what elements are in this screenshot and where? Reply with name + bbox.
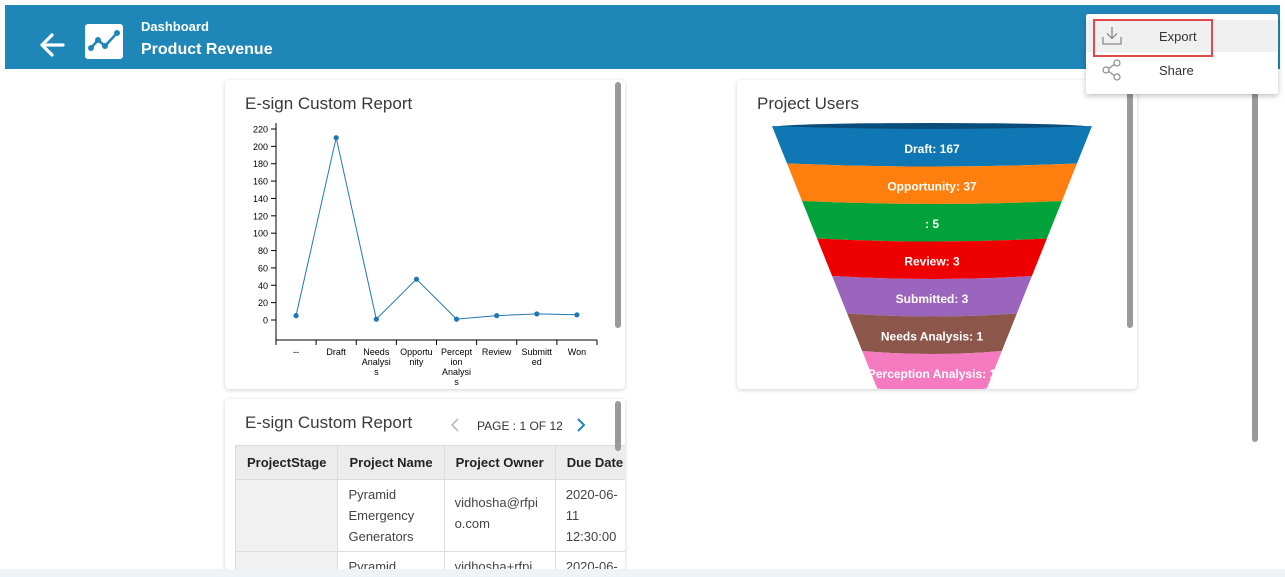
- x-tick-label: Analysi: [362, 357, 391, 367]
- y-tick-label: 120: [253, 211, 268, 221]
- share-label: Share: [1159, 63, 1194, 78]
- pager-label: PAGE : 1 OF 12: [477, 419, 563, 433]
- share-menu-item[interactable]: Share: [1086, 54, 1278, 86]
- data-point: [373, 316, 379, 322]
- y-tick-label: 60: [258, 263, 268, 273]
- export-menu-item[interactable]: Export: [1086, 20, 1278, 52]
- pager-next-icon[interactable]: [575, 416, 587, 434]
- funnel-segment-label: Review: 3: [904, 254, 960, 268]
- x-tick-label: Percept: [441, 347, 473, 357]
- funnel-card-scrollbar[interactable]: [1127, 82, 1133, 328]
- report-table: ProjectStage Project Name Project Owner …: [234, 445, 625, 569]
- x-tick-label: Analysi: [442, 367, 471, 377]
- funnel-segment-label: Draft: 167: [904, 142, 960, 156]
- column-header-project-owner[interactable]: Project Owner: [443, 445, 556, 480]
- funnel-segment: [847, 313, 1017, 354]
- funnel-segment-label: Submitted: 3: [896, 292, 969, 306]
- export-share-menu: Export Share: [1086, 14, 1278, 94]
- line-chart-title: E-sign Custom Report: [245, 94, 413, 113]
- y-tick-label: 220: [253, 125, 268, 135]
- cell-project-stage: [234, 479, 339, 552]
- line-chart-logo-icon: [85, 24, 123, 59]
- share-icon: [1102, 59, 1121, 81]
- export-label: Export: [1159, 29, 1197, 44]
- column-header-due-date[interactable]: Due Date: [554, 445, 625, 480]
- data-point: [453, 316, 460, 322]
- app-header: Dashboard Product Revenue: [5, 5, 1280, 69]
- column-header-project-stage[interactable]: ProjectStage: [234, 445, 339, 480]
- table-row[interactable]: Pyramid Emergency Generators vidhosha@rf…: [234, 479, 625, 552]
- table-row[interactable]: Pyramid vidhosha+rfpi 2020-06-: [234, 551, 625, 569]
- funnel-segment: [802, 201, 1062, 242]
- bottom-strip: [0, 569, 1285, 577]
- data-point: [293, 313, 299, 319]
- cell-project-name: Pyramid: [337, 551, 445, 569]
- cell-project-owner: vidhosha+rfpi: [443, 551, 556, 569]
- cell-project-stage: [234, 551, 339, 569]
- funnel-segment-label: Needs Analysis: 1: [881, 329, 984, 343]
- data-point: [534, 311, 540, 317]
- data-point: [333, 135, 339, 141]
- y-tick-label: 80: [258, 246, 268, 256]
- x-tick-label: Submitt: [522, 347, 553, 357]
- x-tick-label: --: [293, 347, 299, 357]
- y-tick-label: 20: [258, 298, 268, 308]
- funnel-chart-title: Project Users: [757, 94, 860, 113]
- x-tick-label: nity: [409, 357, 424, 367]
- cell-due-date: 2020-06-11 12:30:00: [554, 479, 625, 552]
- cell-project-owner: vidhosha@rfpio.com: [443, 479, 556, 552]
- download-icon: [1102, 27, 1122, 45]
- cell-project-name: Pyramid Emergency Generators: [337, 479, 445, 552]
- table-card: E-sign Custom Report PAGE : 1 OF 12 Proj…: [225, 399, 625, 569]
- x-tick-label: ed: [532, 357, 542, 367]
- funnel-segment: [832, 276, 1032, 317]
- y-tick-label: 0: [263, 316, 268, 326]
- funnel-chart-card: Project Users Draft: 167 Opportunity: 37:…: [737, 80, 1137, 389]
- table-card-scrollbar[interactable]: [615, 401, 621, 451]
- back-arrow-icon[interactable]: [37, 30, 67, 60]
- cell-due-date: 2020-06-: [554, 551, 625, 569]
- page-scrollbar[interactable]: [1252, 80, 1258, 442]
- table-card-title: E-sign Custom Report: [245, 413, 413, 432]
- data-point: [413, 276, 420, 282]
- funnel-chart: Draft: 167 Opportunity: 37 : 5 Review: 3 Sub…: [772, 123, 1092, 389]
- y-tick-label: 200: [253, 142, 268, 152]
- breadcrumb[interactable]: Dashboard: [141, 19, 209, 34]
- x-tick-label: Opportu: [400, 347, 433, 357]
- funnel-segment: [862, 351, 1002, 389]
- y-tick-label: 180: [253, 159, 268, 169]
- x-tick-label: Draft: [326, 347, 346, 357]
- funnel-segment: [817, 238, 1047, 279]
- line-card-scrollbar[interactable]: [615, 82, 621, 328]
- column-header-project-name[interactable]: Project Name: [337, 445, 445, 480]
- funnel-segment: [787, 163, 1077, 204]
- x-tick-label: s: [454, 377, 459, 387]
- data-point: [494, 313, 500, 319]
- x-tick-label: ion: [451, 357, 463, 367]
- x-tick-label: Review: [482, 347, 512, 357]
- line-chart: 0 20 40 60 80 100 120 140 160 180 200 220 -- Draft Nee…: [253, 123, 598, 387]
- y-tick-label: 140: [253, 194, 268, 204]
- y-tick-label: 40: [258, 281, 268, 291]
- x-tick-label: s: [374, 367, 379, 377]
- page-title: Product Revenue: [141, 41, 273, 58]
- data-point: [574, 312, 580, 318]
- x-tick-label: Needs: [363, 347, 390, 357]
- line-chart-card: E-sign Custom Report 0 20 40 60 80 100 120 140 1…: [225, 80, 625, 389]
- y-tick-label: 160: [253, 177, 268, 187]
- funnel-segment-label: Perception Analysis: 1: [868, 367, 997, 381]
- funnel-segment-label: : 5: [925, 217, 939, 231]
- funnel-segment: [772, 126, 1092, 167]
- y-tick-label: 100: [253, 229, 268, 239]
- x-tick-label: Won: [568, 347, 586, 357]
- funnel-segment-label: Opportunity: 37: [887, 179, 977, 193]
- series-line: [295, 137, 577, 321]
- pager-prev-icon[interactable]: [449, 416, 461, 434]
